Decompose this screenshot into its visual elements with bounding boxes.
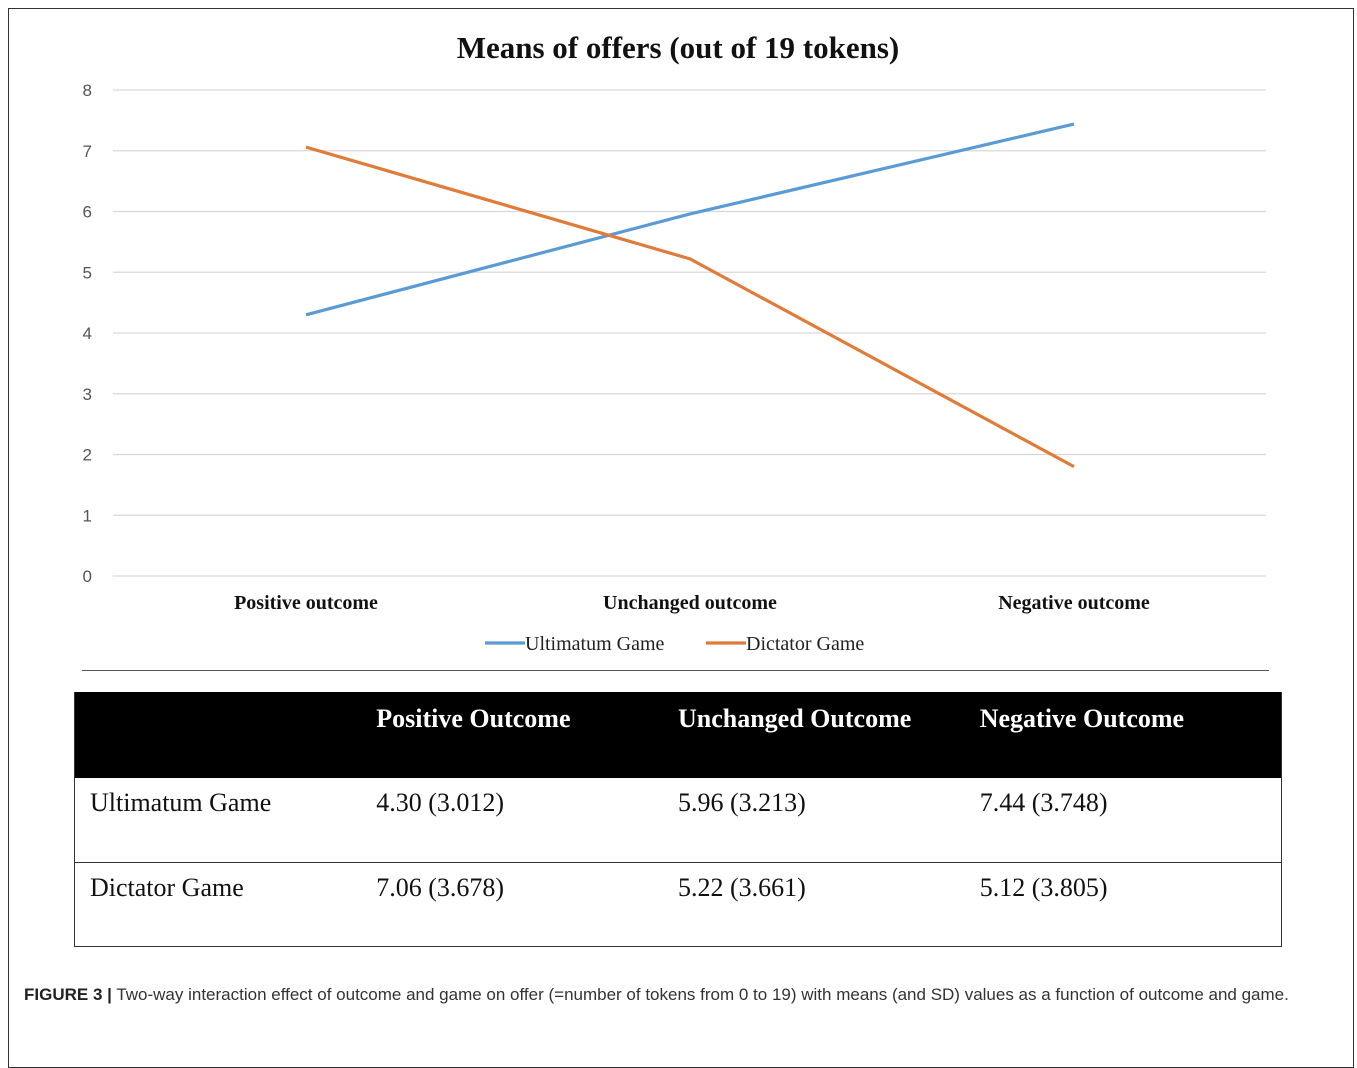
x-tick-label: Positive outcome <box>234 592 378 614</box>
legend: Ultimatum Game Dictator Game <box>485 633 864 655</box>
table-header-cell <box>74 692 377 778</box>
y-tick-label: 8 <box>83 81 92 100</box>
table-cell: 5.22 (3.661) <box>677 862 980 947</box>
row-label: Dictator Game <box>74 862 377 947</box>
x-tick-label: Negative outcome <box>998 592 1150 614</box>
table-cell: 5.96 (3.213) <box>677 778 980 863</box>
x-tick-label: Unchanged outcome <box>603 592 777 614</box>
y-tick-labels: 0 1 2 3 4 5 6 7 8 <box>83 81 92 586</box>
table-cell: 4.30 (3.012) <box>376 778 678 863</box>
table-header-cell: Unchanged Outcome <box>677 692 980 778</box>
table-header-cell: Positive Outcome <box>376 692 678 778</box>
figure-caption: FIGURE 3 | Two-way interaction effect of… <box>24 982 1334 1007</box>
y-tick-label: 7 <box>83 142 92 161</box>
series-lines <box>305 122 1075 469</box>
x-tick-labels: Positive outcome Unchanged outcome Negativ… <box>234 592 1150 614</box>
table-header-row: Positive Outcome Unchanged Outcome Negat… <box>74 692 1282 778</box>
y-tick-label: 5 <box>83 263 92 282</box>
table-cell: 5.12 (3.805) <box>979 862 1282 947</box>
table-row: Dictator Game 7.06 (3.678) 5.22 (3.661) … <box>74 862 1282 947</box>
table-row: Ultimatum Game 4.30 (3.012) 5.96 (3.213)… <box>74 778 1282 863</box>
y-tick-label: 3 <box>83 385 92 404</box>
separator-line <box>82 670 1269 671</box>
series-line <box>305 145 1075 469</box>
chart-title: Means of offers (out of 19 tokens) <box>457 30 900 65</box>
y-tick-label: 4 <box>83 324 92 343</box>
caption-text: Two-way interaction effect of outcome an… <box>116 985 1289 1004</box>
table-cell: 7.44 (3.748) <box>979 778 1282 863</box>
legend-entry: Dictator Game <box>746 633 864 655</box>
legend-entry: Ultimatum Game <box>525 633 665 655</box>
row-label: Ultimatum Game <box>74 778 377 863</box>
caption-label: FIGURE 3 | <box>24 985 112 1004</box>
y-tick-label: 2 <box>83 446 92 465</box>
means-table: Positive Outcome Unchanged Outcome Negat… <box>74 692 1282 947</box>
series-line <box>305 122 1075 317</box>
grid-lines <box>113 89 1266 577</box>
line-chart: Means of offers (out of 19 tokens) 0 1 2 3 4… <box>83 30 1266 655</box>
table-header-cell: Negative Outcome <box>979 692 1282 778</box>
y-tick-label: 0 <box>83 567 92 586</box>
y-tick-label: 1 <box>83 506 92 525</box>
table-cell: 7.06 (3.678) <box>376 862 678 947</box>
y-tick-label: 6 <box>83 203 92 222</box>
